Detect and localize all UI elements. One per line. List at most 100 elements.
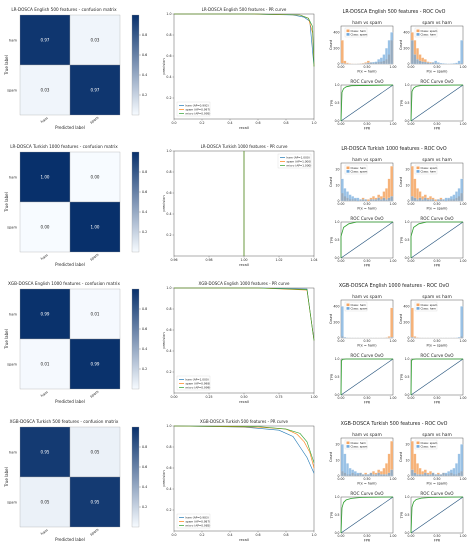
- roc-ylabel: TPR: [330, 236, 334, 244]
- hist-xtick-label: 0.00: [338, 339, 345, 343]
- hist-bar: [460, 306, 464, 339]
- hist-0-b: spam vs ham 400 200 00.00 0.50 1.00 P(x = spam…: [399, 20, 466, 74]
- hist-ytick-label: 400: [403, 31, 409, 35]
- cm-ytick-label: ham: [9, 313, 17, 317]
- roc-curve: [410, 84, 464, 122]
- confusion-matrix-0: LR-DOSCA English 500 features - confusio…: [4, 7, 147, 130]
- pr-plot-area: [173, 425, 315, 532]
- colorbar-tick-label: 0.2: [142, 367, 147, 371]
- colorbar-tick-label: 0.2: [142, 230, 147, 234]
- roc-ytick-label: 0.5: [405, 513, 410, 517]
- colorbar: [131, 14, 140, 116]
- roc-0-a: ROC Curve OvO 1.0 0.5 0.00.00 0.50 1.00 FPR TPR: [330, 79, 396, 131]
- legend-label: ham (AP=1.000): [186, 378, 209, 382]
- roc-ytick-label: 1.0: [335, 220, 340, 224]
- hist-bar: [359, 199, 362, 202]
- cm-xlabel: Predicted label: [55, 399, 85, 404]
- hist-title: ham vs spam: [352, 294, 381, 300]
- pr-ytick-label: 0.8: [166, 170, 171, 174]
- pr-ytick-label: 1.0: [166, 149, 171, 153]
- hist-bar: [387, 40, 391, 65]
- colorbar-tick-label: 0.6: [142, 53, 147, 57]
- hist-bar: [410, 40, 414, 65]
- hist-bar: [442, 63, 445, 65]
- cm-ytick-label: spam: [7, 363, 17, 367]
- legend-label: Class: ham: [421, 169, 437, 173]
- hist-ylabel: Count: [329, 451, 333, 462]
- hist-bar: [442, 199, 445, 202]
- legend-swatch: [416, 445, 420, 448]
- cm-title: LR-DOSCA English 500 features - confusio…: [11, 7, 117, 12]
- roc-xlabel: FPR: [364, 539, 371, 543]
- colorbar-tick-label: 0.8: [142, 170, 147, 174]
- legend-label: ham (AP=0.992): [186, 104, 209, 108]
- cm-ylabel: True label: [4, 329, 9, 349]
- pr-xtick-label: 1.04: [310, 258, 317, 262]
- hist-bar: [413, 472, 417, 477]
- pr-xtick-label: 1.00: [240, 258, 247, 262]
- hist-bar: [343, 337, 347, 339]
- cm-xtick-label: ham: [40, 390, 49, 398]
- legend-label: Class: ham: [421, 444, 437, 448]
- pr-ytick-label: 0.4: [166, 487, 171, 491]
- cm-cell-value: 0.99: [91, 362, 100, 367]
- hist-bar: [426, 199, 430, 202]
- pr-ytick-label: 1.0: [166, 286, 171, 290]
- hist-xtick-label: 0.50: [434, 65, 441, 69]
- roc-panel-title: XGB-DOSCA English 1000 features - ROC Ov…: [339, 283, 449, 289]
- hist-bar: [416, 59, 419, 65]
- roc-ytick-label: 1.0: [335, 83, 340, 87]
- hist-bar: [374, 474, 378, 477]
- pr-xtick-label: 1.00: [310, 395, 317, 399]
- hist-bar: [377, 197, 381, 202]
- hist-bar: [429, 62, 432, 65]
- hist-bar: [434, 199, 438, 202]
- roc-xtick-label: 0.00: [338, 259, 345, 263]
- hist-ytick-label: 20: [335, 443, 339, 447]
- pr-ytick-label: 0.4: [166, 349, 171, 353]
- hist-ylabel: Count: [329, 176, 333, 187]
- roc-ytick-label: 0.0: [335, 393, 340, 397]
- hist-bar: [452, 194, 456, 202]
- hist-bar: [416, 463, 419, 477]
- hist-bar: [346, 191, 349, 202]
- cm-cell-value: 0.95: [91, 500, 100, 505]
- hist-ytick-label: 200: [333, 46, 339, 50]
- legend-label: Class: spam: [421, 166, 438, 170]
- hist-xlabel: P(x = ham): [357, 482, 377, 486]
- hist-ylabel: Count: [329, 39, 333, 50]
- hist-xtick-label: 1.00: [390, 65, 397, 69]
- cm-cell: [69, 476, 121, 528]
- roc-ytick-label: 0.5: [335, 513, 340, 517]
- hist-bar: [410, 337, 414, 339]
- colorbar-tick-label: 0.4: [142, 73, 147, 77]
- hist-ylabel: Count: [399, 39, 403, 50]
- roc-3-b: ROC Curve OvO 1.0 0.5 0.00.00 0.50 1.00 FPR TPR: [400, 491, 466, 543]
- hist-bar: [377, 472, 381, 477]
- hist-bar: [372, 199, 375, 202]
- roc-xtick-label: 1.00: [390, 396, 397, 400]
- legend-swatch: [346, 303, 350, 307]
- hist-bar: [452, 468, 456, 477]
- roc-xtick-label: 1.00: [460, 534, 467, 538]
- hist-bar: [377, 59, 381, 65]
- cm-cell: [19, 14, 71, 66]
- hist-ytick-label: 10: [405, 183, 409, 187]
- roc-ytick-label: 0.0: [405, 393, 410, 397]
- hist-ytick-label: 200: [403, 46, 409, 50]
- pr-xtick-label: 0.50: [240, 395, 247, 399]
- hist-title: ham vs spam: [352, 432, 381, 438]
- hist-bar: [340, 444, 344, 477]
- pr-ytick-label: 0.2: [166, 96, 171, 100]
- roc-ylabel: TPR: [400, 373, 404, 381]
- hist-bar: [356, 197, 360, 202]
- hist-bar: [457, 188, 461, 202]
- hist-bar: [431, 472, 435, 477]
- cm-ytick-label: spam: [7, 89, 17, 93]
- hist-bar: [385, 463, 388, 477]
- roc-ytick-label: 0.0: [405, 531, 410, 535]
- pr-title: LR-DOSCA English 500 features - PR curve: [202, 7, 287, 12]
- legend-label: spam (AP=1.000): [287, 160, 312, 164]
- legend-swatch: [416, 441, 420, 445]
- hist-bar: [364, 199, 368, 202]
